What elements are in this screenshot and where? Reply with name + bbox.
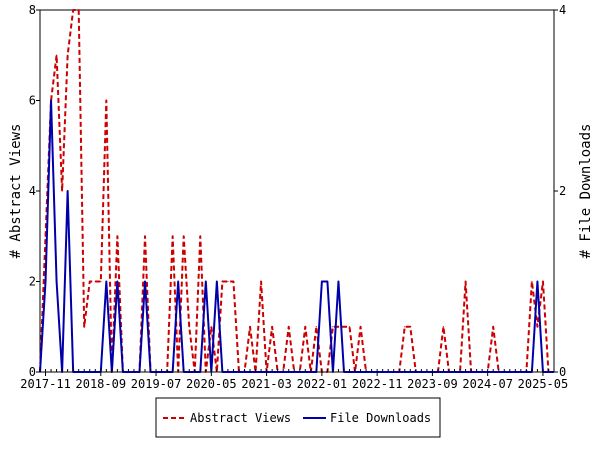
data-point-abstract-views (72, 9, 74, 11)
x-tick-label: 2017-11 (20, 377, 71, 391)
data-point-abstract-views (144, 235, 146, 237)
data-point-abstract-views (78, 9, 80, 11)
data-point-abstract-views (288, 326, 290, 328)
data-point-abstract-views (442, 326, 445, 328)
data-point-abstract-views (271, 326, 273, 328)
legend-label-file-downloads: File Downloads (330, 411, 431, 425)
data-point-abstract-views (172, 235, 174, 237)
data-point-file-downloads (50, 99, 52, 102)
plot-frame (39, 9, 555, 373)
data-point-abstract-views (116, 235, 118, 237)
data-point-file-downloads (216, 280, 218, 283)
legend-label-abstract-views: Abstract Views (190, 411, 291, 425)
y-axis-title-left: # Abstract Views (8, 124, 24, 259)
data-point-abstract-views (67, 54, 69, 56)
data-point-abstract-views (536, 326, 539, 328)
data-point-file-downloads (326, 280, 328, 283)
data-point-file-downloads (177, 280, 179, 283)
series-line-file-downloads (39, 99, 554, 373)
data-point-abstract-views (249, 326, 251, 328)
x-tick-label: 2019-07 (131, 377, 182, 391)
data-point-abstract-views (227, 280, 229, 283)
data-point-abstract-views (315, 326, 317, 328)
data-point-file-downloads (144, 280, 146, 283)
data-point-file-downloads (116, 280, 118, 283)
data-point-abstract-views (94, 280, 96, 283)
data-point-abstract-views (105, 99, 107, 102)
data-point-abstract-views (531, 280, 533, 283)
y-left-tick-label: 0 (29, 365, 36, 379)
data-point-abstract-views (44, 235, 47, 237)
data-point-file-downloads (44, 280, 47, 283)
data-point-abstract-views (188, 326, 190, 328)
y-axis-right: 0 2 4 (554, 3, 566, 379)
x-tick-label: 2022-11 (352, 377, 403, 391)
legend: Abstract Views File Downloads (155, 397, 441, 438)
data-point-file-downloads (67, 190, 69, 192)
y-axis-title-right: # File Downloads (578, 124, 594, 259)
data-point-abstract-views (100, 280, 102, 283)
y-left-tick-label: 2 (29, 275, 36, 289)
data-point-abstract-views (183, 235, 185, 237)
data-point-abstract-views (348, 326, 351, 328)
y-left-tick-label: 8 (29, 3, 36, 17)
data-point-abstract-views (343, 326, 345, 328)
data-point-abstract-views (404, 326, 406, 328)
data-point-abstract-views (199, 235, 201, 237)
data-point-file-downloads (536, 280, 539, 283)
y-right-tick-label: 0 (559, 365, 566, 379)
y-axis-left: 0 2 4 6 8 (29, 3, 40, 379)
data-point-file-downloads (321, 280, 323, 283)
data-point-abstract-views (337, 326, 340, 328)
data-point-file-downloads (205, 280, 207, 283)
data-point-abstract-views (359, 326, 362, 328)
data-point-file-downloads (337, 280, 340, 283)
data-point-abstract-views (492, 326, 494, 328)
data-point-abstract-views (304, 326, 306, 328)
data-point-abstract-views (464, 280, 467, 283)
data-point-abstract-views (332, 326, 334, 328)
data-point-abstract-views (61, 190, 63, 192)
x-tick-label: 2022-01 (297, 377, 348, 391)
data-point-abstract-views (542, 280, 544, 283)
plot-area (39, 9, 555, 373)
data-point-abstract-views (83, 326, 85, 328)
data-point-abstract-views (55, 54, 58, 56)
x-tick-label: 2025-05 (518, 377, 569, 391)
data-point-abstract-views (260, 280, 262, 283)
data-point-abstract-views (232, 280, 235, 283)
y-right-tick-label: 2 (559, 184, 566, 198)
legend-box (155, 397, 441, 438)
y-left-tick-label: 6 (29, 94, 36, 108)
x-axis: 2017-11 2018-09 2019-07 2020-05 2021-03 2022-… (20, 369, 568, 391)
x-tick-label: 2018-09 (76, 377, 127, 391)
y-left-tick-label: 4 (29, 184, 36, 198)
y-right-tick-label: 4 (559, 3, 566, 17)
x-tick-label: 2024-07 (462, 377, 513, 391)
data-point-abstract-views (89, 280, 91, 283)
x-tick-label: 2020-05 (186, 377, 237, 391)
x-tick-label: 2023-09 (407, 377, 458, 391)
data-point-abstract-views (210, 326, 212, 328)
data-point-file-downloads (105, 280, 107, 283)
data-point-file-downloads (55, 280, 58, 283)
x-tick-label: 2021-03 (241, 377, 292, 391)
data-point-abstract-views (221, 280, 223, 283)
data-point-abstract-views (409, 326, 411, 328)
